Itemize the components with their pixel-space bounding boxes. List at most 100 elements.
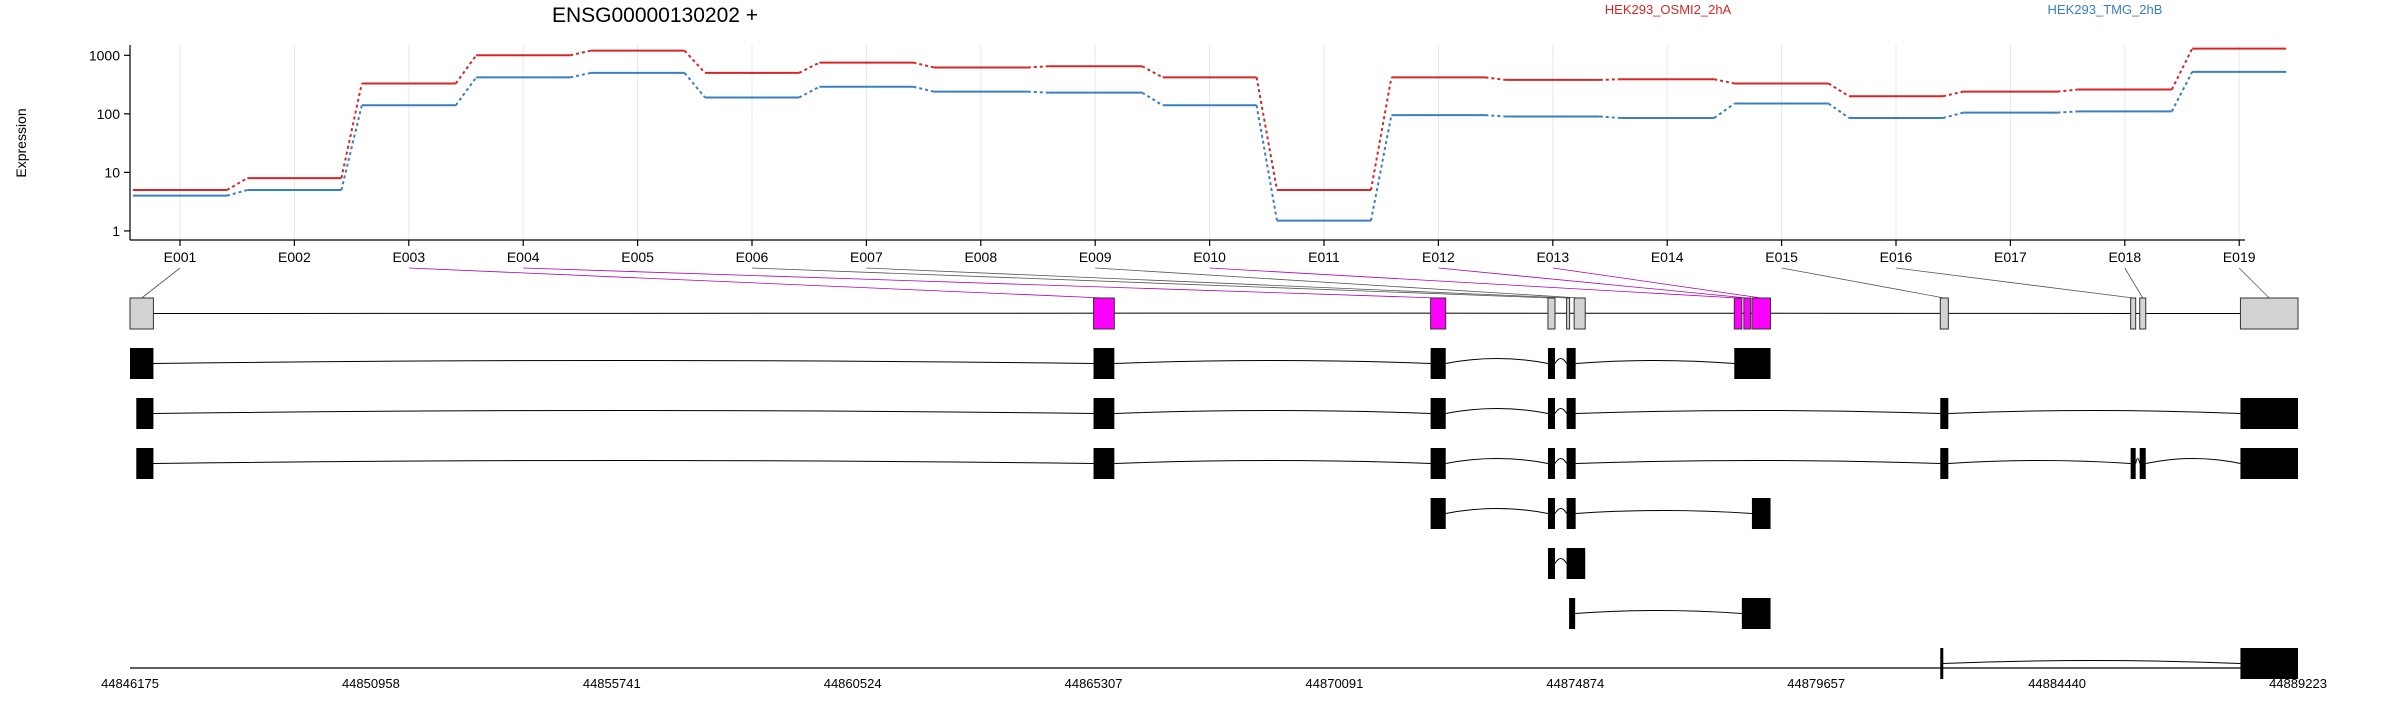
transcript-5 [1547, 548, 1586, 579]
gene-model-exon [1547, 297, 1556, 330]
series-2-connector-E012 [1485, 114, 1506, 118]
transcript-exon [130, 348, 154, 379]
series-1-connector-E004 [569, 49, 591, 57]
transcript-exon [1547, 448, 1556, 479]
exon-leader-line [2124, 267, 2144, 299]
series-2-connector-E008 [1027, 90, 1049, 94]
x-tick-label-E018: E018 [2108, 249, 2141, 265]
chart-title: ENSG00000130202 + [552, 4, 758, 27]
series-2-connector-E016 [1942, 111, 1964, 119]
transcript-exon [1940, 448, 1949, 479]
transcript-intron [153, 460, 1094, 464]
gene-model [129, 267, 2299, 330]
exon-leader-line [1552, 267, 1762, 299]
x-tick-label-E003: E003 [392, 249, 425, 265]
exon-leader-line [1895, 267, 2134, 299]
gene-model-exon [1093, 297, 1115, 330]
transcript-exon [1430, 448, 1446, 479]
x-tick-label-E011: E011 [1308, 249, 1340, 265]
transcript-intron [2145, 458, 2241, 464]
transcript-intron [1575, 460, 1941, 464]
series-1-connector-E007 [913, 61, 935, 69]
transcript-intron [1575, 610, 1742, 614]
y-tick-label-1: 1 [112, 223, 120, 239]
transcript-intron [1114, 360, 1431, 364]
series-1-connector-E003 [454, 54, 478, 85]
transcript-6 [1569, 598, 1771, 629]
transcript-intron [1948, 410, 2241, 414]
transcript-7 [1940, 648, 2298, 679]
transcript-intron [1575, 410, 1941, 414]
genomic-tick-label-44874874: 44874874 [1546, 676, 1604, 691]
gene-model-exon [1751, 297, 1772, 330]
transcript-intron [1445, 358, 1549, 364]
x-tick-label-E012: E012 [1422, 249, 1455, 265]
x-tick-label-E009: E009 [1079, 249, 1112, 265]
x-tick-label-E019: E019 [2223, 249, 2256, 265]
series-1-connector-E009 [1141, 65, 1164, 79]
gene-model-intron-line [129, 311, 2299, 315]
transcript-exon [1751, 498, 1771, 529]
transcript-intron [1554, 558, 1568, 564]
legend-label-series-1: HEK293_OSMI2_2hA [1605, 2, 1732, 17]
series-1-connector-E012 [1485, 76, 1506, 81]
series-1-connector-E011 [1370, 77, 1393, 191]
transcript-exon [1093, 348, 1115, 379]
transcript-intron [1554, 358, 1568, 364]
series-2-connector-E003 [454, 76, 478, 106]
exon-leader-line [523, 267, 1439, 299]
exon-leader-line [1209, 267, 1739, 299]
transcript-intron [1554, 458, 1568, 464]
legend-label-series-2: HEK293_TMG_2hB [2048, 2, 2163, 17]
transcript-intron [1445, 408, 1549, 414]
transcript-exon [1093, 398, 1115, 429]
series-2-connector-E004 [569, 71, 591, 79]
x-tick-label-E005: E005 [621, 249, 654, 265]
transcript-intron [1445, 458, 1549, 464]
exon-leader-line [751, 267, 1552, 299]
series-1-connector-E001 [226, 177, 248, 191]
transcript-exon [1566, 398, 1576, 429]
series-2-connector-E001 [226, 189, 248, 197]
transcript-exon [136, 398, 154, 429]
transcript-intron [1575, 510, 1752, 514]
genomic-tick-label-44850958: 44850958 [342, 676, 400, 691]
series-2-connector-E014 [1713, 102, 1736, 119]
transcript-exon [1940, 648, 1944, 679]
transcript-exon [1940, 398, 1949, 429]
x-tick-label-E006: E006 [736, 249, 769, 265]
transcript-exon [1547, 398, 1556, 429]
y-axis-label: Expression [13, 108, 29, 177]
genomic-tick-label-44884440: 44884440 [2028, 676, 2086, 691]
gene-model-exon [1939, 297, 1949, 330]
series-1-connector-E015 [1828, 82, 1850, 98]
genomic-tick-label-44865307: 44865307 [1065, 676, 1123, 691]
series-2-connector-E013 [1599, 115, 1621, 119]
x-tick-label-E015: E015 [1765, 249, 1798, 265]
transcript-tracks [130, 348, 2298, 679]
x-tick-label-E017: E017 [1994, 249, 2027, 265]
transcript-intron [153, 360, 1094, 364]
transcript-exon [2240, 448, 2298, 479]
x-tick-label-E014: E014 [1651, 249, 1684, 265]
transcript-exon [1547, 498, 1556, 529]
gene-model-exon [2130, 297, 2137, 330]
y-tick-label-10: 10 [104, 164, 120, 180]
series-1-connector-E013 [1599, 78, 1621, 81]
genomic-tick-label-44855741: 44855741 [583, 676, 641, 691]
transcript-exon [1741, 598, 1771, 629]
gene-model-exon [1566, 297, 1571, 330]
series-1-connector-E002 [340, 83, 363, 179]
transcript-exon [1734, 348, 1771, 379]
series-2-connector-E018 [2170, 71, 2194, 112]
series-1-connector-E017 [2057, 88, 2078, 93]
x-tick-label-E001: E001 [164, 249, 197, 265]
x-tick-label-E002: E002 [278, 249, 311, 265]
exon-leader-line [1095, 267, 1580, 299]
transcript-intron [1575, 360, 1735, 364]
transcript-exon [1430, 398, 1446, 429]
series-2-connector-E015 [1828, 102, 1850, 119]
genomic-tick-label-44846175: 44846175 [101, 676, 159, 691]
exon-leader-line [2238, 267, 2270, 299]
